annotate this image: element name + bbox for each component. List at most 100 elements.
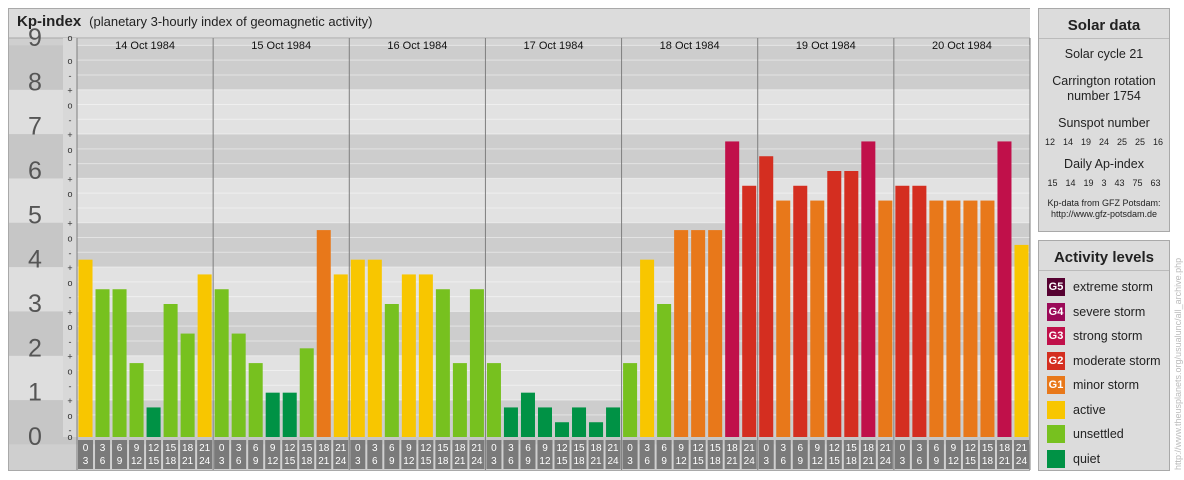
sunspot-value-6: 16 xyxy=(1153,137,1164,147)
kp-bar xyxy=(231,333,246,437)
hour-box xyxy=(894,440,910,469)
hour-box xyxy=(299,440,315,469)
hour-label-bottom: 12 xyxy=(131,456,143,467)
legend-swatch: G3 xyxy=(1047,327,1065,346)
title-bar xyxy=(9,9,1030,38)
sub-tick: + xyxy=(67,352,72,362)
hour-label-bottom: 3 xyxy=(763,456,769,467)
hour-label-bottom: 15 xyxy=(556,456,568,467)
kp-bar xyxy=(197,274,212,437)
ap-values: 15 14 19 3 43 75 63 xyxy=(1039,178,1169,188)
hour-label-bottom: 18 xyxy=(573,456,585,467)
hour-label-top: 9 xyxy=(814,443,820,454)
hour-box xyxy=(877,440,893,469)
hour-label-top: 18 xyxy=(727,443,739,454)
sub-tick: o xyxy=(67,101,72,111)
kp-bar xyxy=(844,171,859,437)
legend-label: unsettled xyxy=(1073,427,1124,442)
hour-label-top: 3 xyxy=(508,443,514,454)
hour-label-top: 0 xyxy=(491,443,497,454)
hour-label-bottom: 3 xyxy=(627,456,633,467)
sub-tick: o xyxy=(67,411,72,421)
legend-item-severe-storm: G4 severe storm xyxy=(1039,300,1169,325)
kp-bar xyxy=(248,363,263,437)
hour-box xyxy=(792,440,808,469)
hour-box xyxy=(639,440,655,469)
band-2 xyxy=(9,311,1030,356)
kp-bar xyxy=(129,363,144,437)
kp-bar xyxy=(640,259,655,437)
hour-box xyxy=(690,440,706,469)
hour-box xyxy=(554,440,570,469)
kp-bar xyxy=(401,274,416,437)
legend-swatch: G5 xyxy=(1047,278,1065,297)
hour-box xyxy=(316,440,332,469)
band-4 xyxy=(9,222,1030,268)
activity-levels-title: Activity levels xyxy=(1053,249,1155,266)
kp-bar xyxy=(180,333,195,437)
hour-box xyxy=(928,440,944,469)
hour-box xyxy=(367,440,383,469)
sub-tick: + xyxy=(67,219,72,229)
hour-box xyxy=(809,440,825,469)
carrington-line-1: Carrington rotation xyxy=(1052,74,1156,88)
hour-label-bottom: 21 xyxy=(863,456,875,467)
hour-label-top: 0 xyxy=(83,443,89,454)
hour-label-bottom: 12 xyxy=(267,456,279,467)
kp-bar xyxy=(691,230,706,437)
hour-box xyxy=(537,440,553,469)
kp-bar xyxy=(78,259,93,437)
sub-tick: - xyxy=(69,248,72,258)
legend-item-active: active xyxy=(1039,398,1169,423)
band-1 xyxy=(9,355,1030,401)
sub-tick: o xyxy=(67,278,72,288)
hour-label-top: 18 xyxy=(999,443,1011,454)
hour-box xyxy=(163,440,179,469)
sub-tick: o xyxy=(67,33,72,43)
hour-box xyxy=(962,440,978,469)
legend-item-moderate-storm: G2 moderate storm xyxy=(1039,349,1169,374)
hour-label-top: 12 xyxy=(693,443,705,454)
legend-label: severe storm xyxy=(1073,304,1146,319)
hour-box xyxy=(469,440,485,469)
hour-box xyxy=(775,440,791,469)
hour-box xyxy=(265,440,281,469)
hour-label-bottom: 24 xyxy=(1016,456,1028,467)
hour-label-top: 0 xyxy=(219,443,225,454)
kp-bar xyxy=(265,392,280,437)
hour-box xyxy=(503,440,519,469)
hour-label-bottom: 12 xyxy=(676,456,688,467)
hour-label-bottom: 6 xyxy=(508,456,514,467)
hour-label-bottom: 24 xyxy=(744,456,756,467)
hour-label-bottom: 15 xyxy=(420,456,432,467)
chart-subtitle: (planetary 3-hourly index of geomagnetic… xyxy=(89,14,373,29)
y-tick-label: 5 xyxy=(28,201,42,229)
hour-label-bottom: 15 xyxy=(693,456,705,467)
hour-label-bottom: 9 xyxy=(797,456,803,467)
y-tick-label: 0 xyxy=(28,423,42,451)
hour-label-top: 6 xyxy=(934,443,940,454)
day-label: 16 Oct 1984 xyxy=(387,40,447,52)
hour-label-top: 15 xyxy=(573,443,585,454)
hour-label-bottom: 15 xyxy=(148,456,160,467)
hour-box xyxy=(860,440,876,469)
hour-label-bottom: 15 xyxy=(829,456,841,467)
legend-label: active xyxy=(1073,402,1106,417)
kp-bar xyxy=(606,407,621,437)
hour-label-top: 9 xyxy=(951,443,957,454)
sunspot-label: Sunspot number xyxy=(1058,116,1150,130)
day-label: 18 Oct 1984 xyxy=(660,40,720,52)
sub-tick: - xyxy=(69,204,72,214)
hour-label-top: 12 xyxy=(829,443,841,454)
hour-label-bottom: 21 xyxy=(999,456,1011,467)
solar-cycle: Solar cycle 21 xyxy=(1064,47,1144,61)
hour-label-bottom: 3 xyxy=(219,456,225,467)
hour-label-top: 21 xyxy=(1016,443,1028,454)
hour-box xyxy=(996,440,1012,469)
source-line-1: Kp-data from GFZ Potsdam: xyxy=(1047,198,1161,208)
sub-tick: o xyxy=(67,432,72,442)
kp-bar xyxy=(503,407,518,437)
hour-label-top: 15 xyxy=(982,443,994,454)
kp-bar xyxy=(537,407,552,437)
hour-label-bottom: 18 xyxy=(437,456,449,467)
